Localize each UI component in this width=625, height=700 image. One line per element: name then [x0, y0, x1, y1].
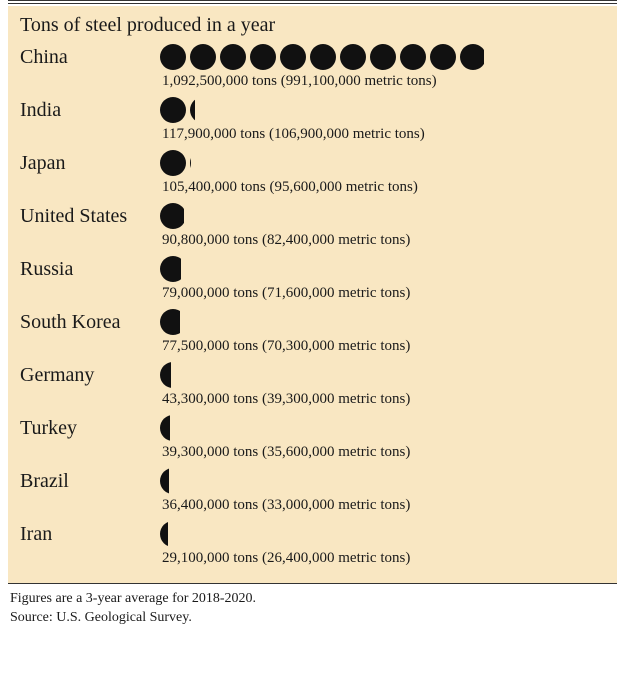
dot-icon	[160, 362, 186, 388]
pictogram-dots	[160, 149, 605, 177]
country-value: 90,800,000 tons (82,400,000 metric tons)	[160, 232, 605, 249]
country-value: 117,900,000 tons (106,900,000 metric ton…	[160, 126, 605, 143]
pictogram-dots	[160, 202, 605, 230]
country-name: Russia	[20, 255, 160, 281]
dot-icon	[160, 309, 186, 335]
pictogram-dots	[160, 255, 605, 283]
dot-icon	[370, 44, 396, 70]
pictogram-dots	[160, 308, 605, 336]
country-row: Turkey 39,300,000 tons (35,600,000 metri…	[20, 414, 605, 461]
dot-icon	[430, 44, 456, 70]
pictogram-dots	[160, 43, 605, 71]
country-value: 43,300,000 tons (39,300,000 metric tons)	[160, 391, 605, 408]
chart-title: Tons of steel produced in a year	[20, 14, 605, 37]
rows-container: China 1,092,500,000 tons (991,100,000 me…	[20, 43, 605, 567]
dot-icon	[160, 203, 186, 229]
dot-icon	[250, 44, 276, 70]
dot-icon	[280, 44, 306, 70]
country-row: South Korea 77,500,000 tons (70,300,000 …	[20, 308, 605, 355]
country-right: 29,100,000 tons (26,400,000 metric tons)	[160, 520, 605, 567]
dot-icon	[190, 150, 216, 176]
country-value: 29,100,000 tons (26,400,000 metric tons)	[160, 550, 605, 567]
country-row: United States 90,800,000 tons (82,400,00…	[20, 202, 605, 249]
country-right: 117,900,000 tons (106,900,000 metric ton…	[160, 96, 605, 143]
country-value: 105,400,000 tons (95,600,000 metric tons…	[160, 179, 605, 196]
pictogram-dots	[160, 361, 605, 389]
top-rule	[8, 0, 617, 4]
country-row: Germany 43,300,000 tons (39,300,000 metr…	[20, 361, 605, 408]
country-value: 77,500,000 tons (70,300,000 metric tons)	[160, 338, 605, 355]
country-name: United States	[20, 202, 160, 228]
footnotes: Figures are a 3-year average for 2018-20…	[8, 584, 617, 628]
footnote-line: Figures are a 3-year average for 2018-20…	[10, 590, 615, 609]
dot-icon	[190, 44, 216, 70]
country-name: India	[20, 96, 160, 122]
country-right: 43,300,000 tons (39,300,000 metric tons)	[160, 361, 605, 408]
country-right: 36,400,000 tons (33,000,000 metric tons)	[160, 467, 605, 514]
dot-icon	[160, 97, 186, 123]
chart-panel: Tons of steel produced in a year China 1…	[8, 6, 617, 584]
dot-icon	[340, 44, 366, 70]
dot-icon	[160, 150, 186, 176]
country-name: Japan	[20, 149, 160, 175]
country-right: 77,500,000 tons (70,300,000 metric tons)	[160, 308, 605, 355]
country-value: 36,400,000 tons (33,000,000 metric tons)	[160, 497, 605, 514]
country-right: 39,300,000 tons (35,600,000 metric tons)	[160, 414, 605, 461]
country-row: India 117,900,000 tons (106,900,000 metr…	[20, 96, 605, 143]
country-right: 1,092,500,000 tons (991,100,000 metric t…	[160, 43, 605, 90]
country-right: 79,000,000 tons (71,600,000 metric tons)	[160, 255, 605, 302]
country-name: Turkey	[20, 414, 160, 440]
pictogram-dots	[160, 467, 605, 495]
dot-icon	[400, 44, 426, 70]
country-row: Japan 105,400,000 tons (95,600,000 metri…	[20, 149, 605, 196]
dot-icon	[190, 97, 216, 123]
country-right: 105,400,000 tons (95,600,000 metric tons…	[160, 149, 605, 196]
country-value: 79,000,000 tons (71,600,000 metric tons)	[160, 285, 605, 302]
country-value: 1,092,500,000 tons (991,100,000 metric t…	[160, 73, 605, 90]
dot-icon	[310, 44, 336, 70]
country-name: China	[20, 43, 160, 69]
country-right: 90,800,000 tons (82,400,000 metric tons)	[160, 202, 605, 249]
country-name: Germany	[20, 361, 160, 387]
pictogram-dots	[160, 414, 605, 442]
pictogram-dots	[160, 96, 605, 124]
country-row: Russia 79,000,000 tons (71,600,000 metri…	[20, 255, 605, 302]
dot-icon	[160, 44, 186, 70]
country-row: China 1,092,500,000 tons (991,100,000 me…	[20, 43, 605, 90]
dot-icon	[160, 521, 186, 547]
dot-icon	[220, 44, 246, 70]
dot-icon	[160, 468, 186, 494]
country-name: South Korea	[20, 308, 160, 334]
pictogram-dots	[160, 520, 605, 548]
country-row: Brazil 36,400,000 tons (33,000,000 metri…	[20, 467, 605, 514]
country-name: Iran	[20, 520, 160, 546]
country-row: Iran 29,100,000 tons (26,400,000 metric …	[20, 520, 605, 567]
chart-frame: Tons of steel produced in a year China 1…	[0, 0, 625, 628]
footnote-line: Source: U.S. Geological Survey.	[10, 609, 615, 628]
dot-icon	[460, 44, 486, 70]
dot-icon	[160, 415, 186, 441]
dot-icon	[160, 256, 186, 282]
country-name: Brazil	[20, 467, 160, 493]
country-value: 39,300,000 tons (35,600,000 metric tons)	[160, 444, 605, 461]
